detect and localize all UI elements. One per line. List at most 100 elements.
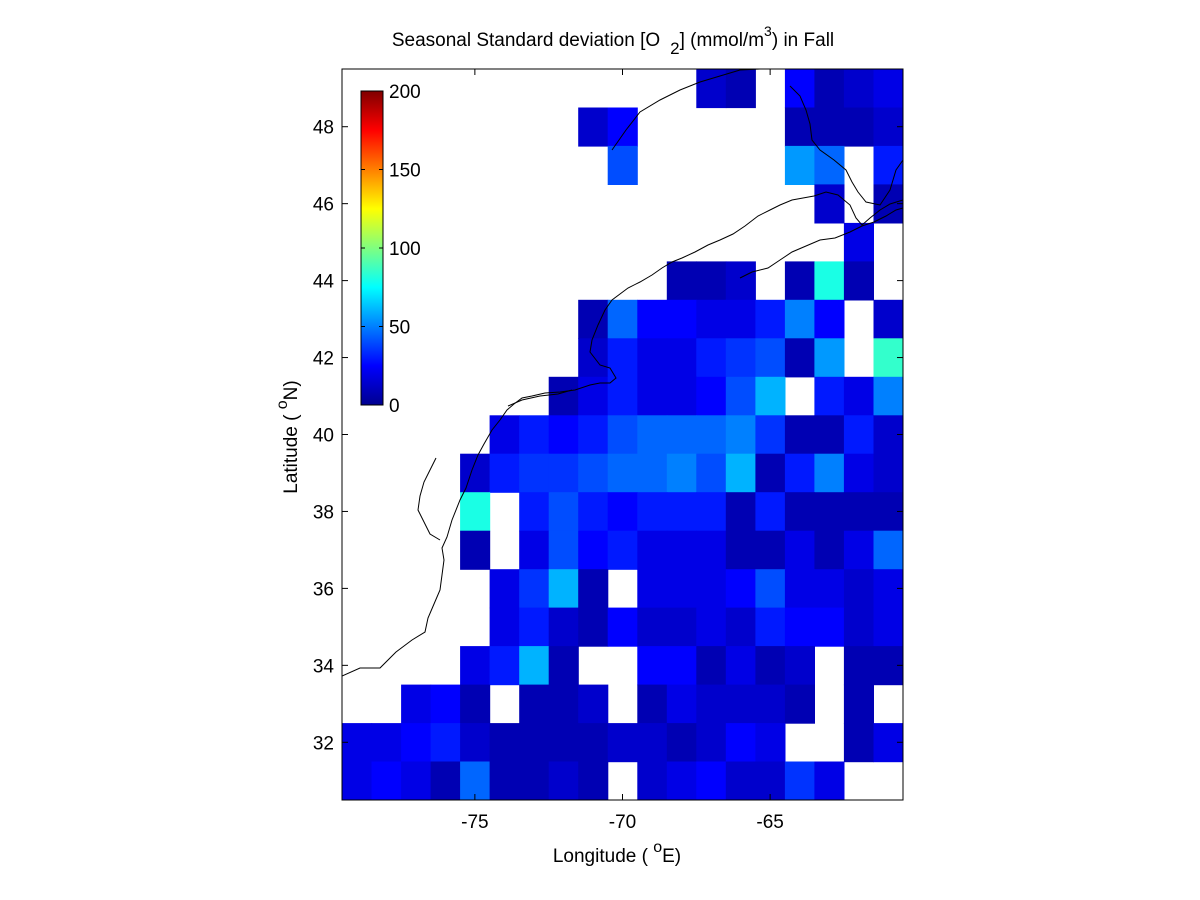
heatmap-cell [401,761,432,800]
heatmap-cell [637,492,668,532]
coastline-mainland [342,191,903,677]
heatmap-cell [371,761,402,800]
heatmap-cell [755,684,786,724]
heatmap-cell [548,607,579,647]
y-tick-label: 34 [313,656,335,677]
x-tick-label: -65 [756,812,783,833]
x-axis-label: Longitude ( oE) [553,839,681,867]
heatmap-cell [814,607,845,647]
heatmap-cell [637,376,668,416]
heatmap-cell [814,415,845,455]
heatmap-cell [696,723,727,763]
heatmap-cell [460,646,491,686]
heatmap-cell [578,453,609,493]
chart-title-prefix: Seasonal Standard deviation [O [392,30,660,51]
heatmap-cell [696,299,727,339]
heatmap-cell [784,453,815,493]
heatmap-cell [843,453,874,493]
heatmap-cell [725,684,756,724]
heatmap-cell [725,723,756,763]
chart-title-suffix: ) in Fall [772,30,834,51]
heatmap-cell [755,646,786,686]
heatmap-cell [725,376,756,416]
heatmap-cell [460,684,491,724]
x-axis-ticks: -75 -70 -65 [461,69,784,833]
heatmap-cell [784,338,815,378]
y-tick-label: 38 [313,502,334,523]
heatmap-cell [843,530,874,570]
heatmap-cell [607,415,638,455]
heatmap-cell [696,69,727,109]
heatmap-cell [696,607,727,647]
y-tick-label: 36 [313,579,334,600]
heatmap-cell [489,569,520,609]
chart-title-middle: ] (mmol/m [680,30,764,51]
heatmap-cell [548,415,579,455]
heatmap-cell [843,492,874,532]
heatmap-cell [342,761,373,800]
heatmap-cell [578,530,609,570]
heatmap-cell [696,415,727,455]
heatmap-cell [784,145,815,185]
heatmap-cell [666,569,697,609]
y-tick-label: 42 [313,349,334,370]
heatmap-cell [519,761,550,800]
heatmap-cell [814,338,845,378]
heatmap-cell [755,338,786,378]
chart-title-subscript: 2 [670,39,679,58]
heatmap-cell [873,69,903,109]
heatmap-cell [784,299,815,339]
heatmap-cell [784,530,815,570]
heatmap-cell [578,723,609,763]
heatmap-cell [666,530,697,570]
heatmap-cell [401,684,432,724]
heatmap-cell [548,569,579,609]
heatmap-cell [637,723,668,763]
heatmap-cell [725,569,756,609]
heatmap-cell [755,569,786,609]
heatmap-cell [666,646,697,686]
heatmap-cell [607,607,638,647]
heatmap-cell [843,569,874,609]
heatmap-cell [725,299,756,339]
heatmap-cell [814,107,845,147]
heatmap-cell [696,569,727,609]
heatmap-cell [696,376,727,416]
heatmap-cell [784,69,815,109]
y-tick-label: 44 [313,272,335,293]
heatmap-cell [814,761,845,800]
heatmap-cell [519,415,550,455]
heatmap-cell [755,530,786,570]
heatmap-cell [607,492,638,532]
heatmap-cell [519,453,550,493]
x-tick-label: -70 [609,812,636,833]
heatmap-cell [637,569,668,609]
heatmap-cell [843,684,874,724]
heatmap-cell [666,684,697,724]
heatmap-cell [637,646,668,686]
heatmap-cell [696,453,727,493]
heatmap-cell [607,530,638,570]
heatmap-cell [725,646,756,686]
heatmap-cell [696,261,727,301]
heatmap-cell [430,684,461,724]
heatmap-cell [873,530,903,570]
coastline [342,69,903,677]
heatmap-cell [725,530,756,570]
heatmap-cell [814,569,845,609]
heatmap-cell [784,607,815,647]
heatmap-cell [489,453,520,493]
heatmap-cell [578,684,609,724]
y-axis-label-suffix: N) [281,380,302,400]
heatmap-cell [814,261,845,301]
heatmap-cell [755,376,786,416]
heatmap-cell [784,261,815,301]
heatmap-cell [814,184,845,224]
x-axis-label-suffix: E) [662,846,681,867]
heatmap-cell [784,415,815,455]
heatmap-cell [814,492,845,532]
heatmap-cell [725,261,756,301]
heatmap-cell [519,530,550,570]
heatmap-cell [755,492,786,532]
